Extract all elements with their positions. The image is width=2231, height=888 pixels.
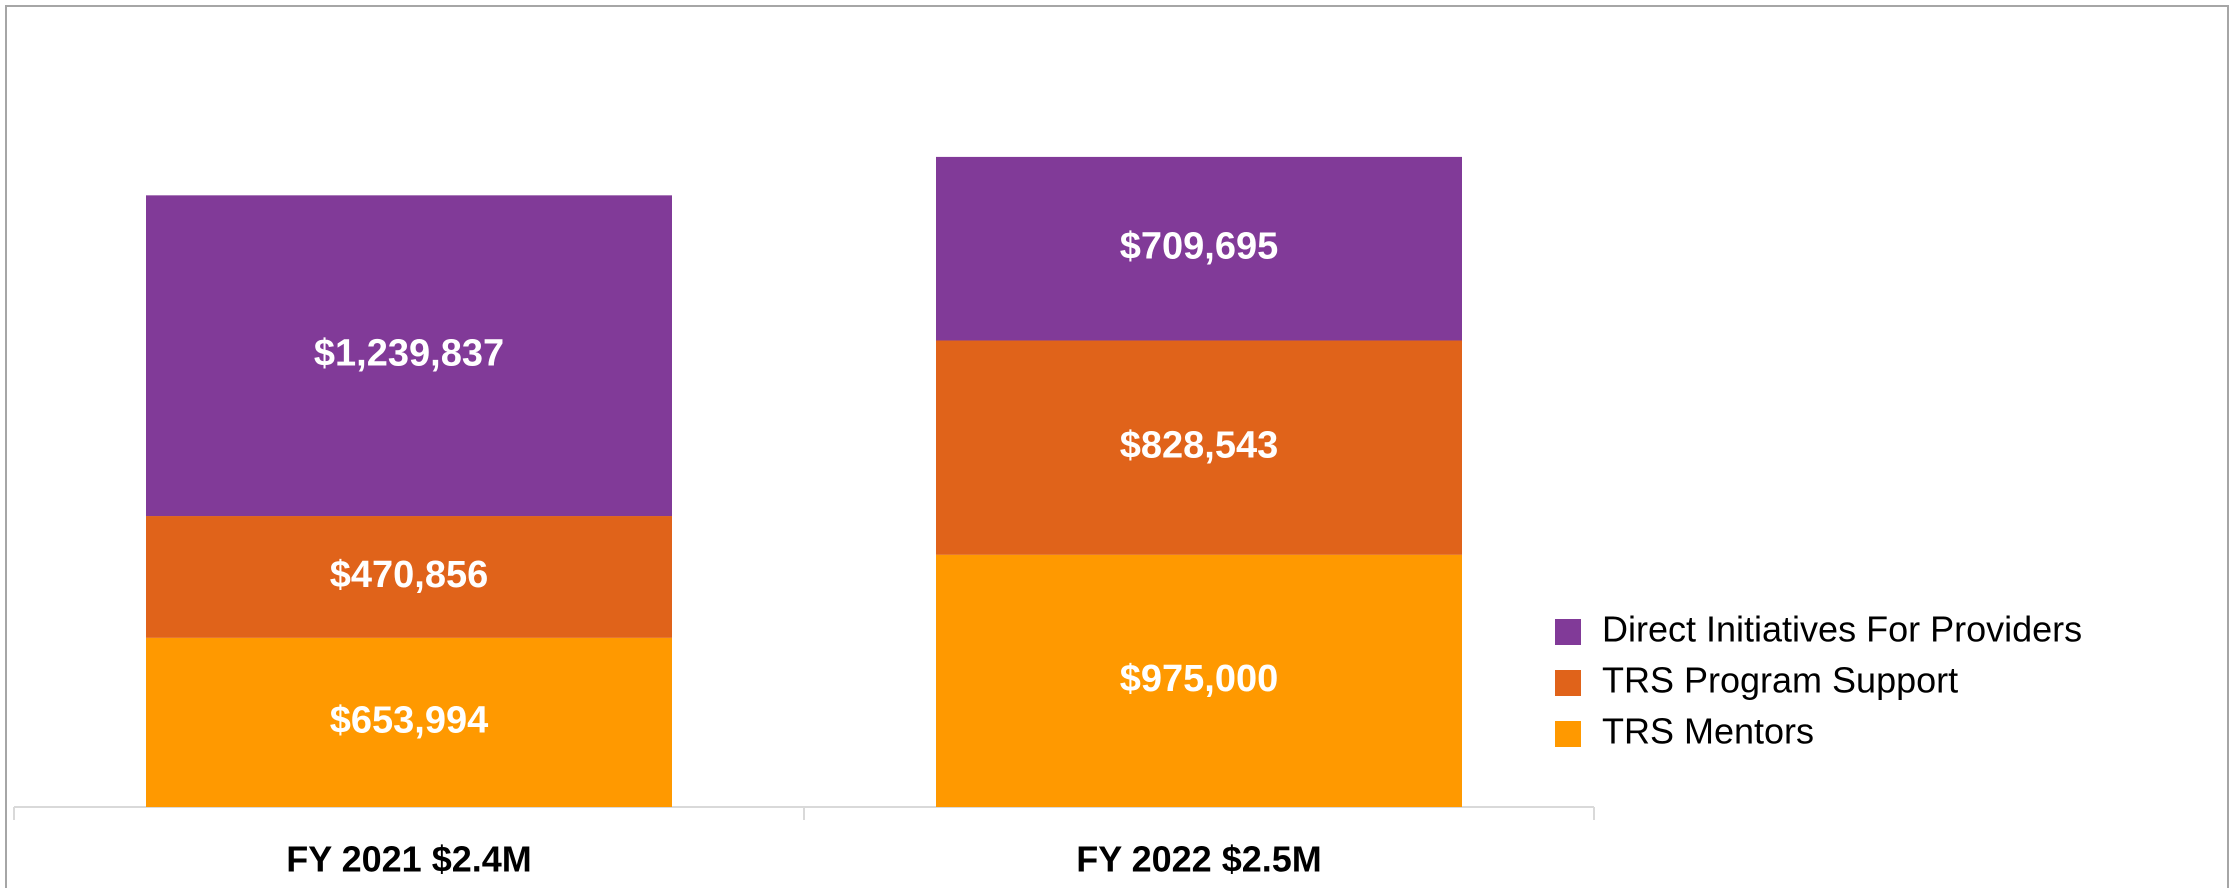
legend-label: TRS Program Support	[1602, 660, 1958, 701]
chart-border	[5, 5, 2229, 888]
legend-label: TRS Mentors	[1602, 711, 1814, 752]
data-label: $470,856	[330, 554, 489, 596]
data-label: $975,000	[1120, 658, 1279, 700]
bar-segment	[146, 195, 672, 517]
legend-swatch	[1555, 619, 1581, 645]
legend-label: Direct Initiatives For Providers	[1602, 609, 2082, 650]
data-label: $653,994	[330, 699, 489, 741]
legend-swatch	[1555, 670, 1581, 696]
bar-segment	[936, 156, 1462, 341]
data-label: $709,695	[1120, 226, 1279, 268]
legend-swatch	[1555, 721, 1581, 747]
bar-segment	[936, 554, 1462, 807]
data-label: $1,239,837	[314, 333, 504, 375]
bar-segment	[936, 340, 1462, 555]
bar-segment	[146, 637, 672, 807]
bar-segment	[146, 516, 672, 638]
x-tick-label: FY 2022 $2.5M	[1076, 839, 1322, 880]
x-tick-label: FY 2021 $2.4M	[286, 839, 532, 880]
data-label: $828,543	[1120, 425, 1279, 467]
